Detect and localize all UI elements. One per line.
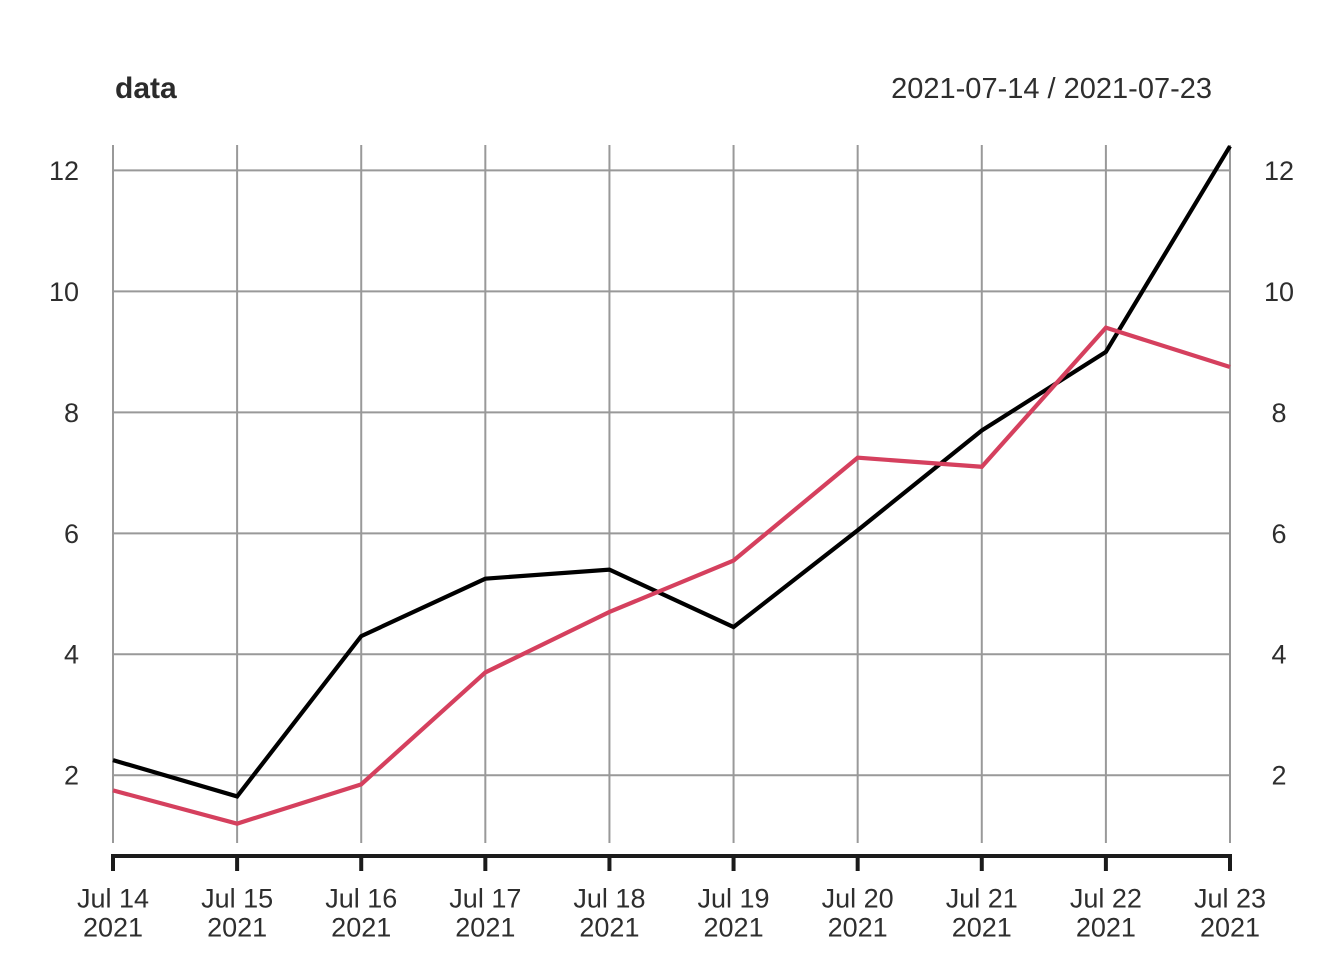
plot-area[interactable]: [113, 145, 1230, 843]
x-tick-label-month-day: Jul 20: [822, 883, 894, 913]
y-tick-label-right: 4: [1271, 640, 1286, 670]
x-tick-label-year: 2021: [83, 912, 143, 942]
x-tick-label-month-day: Jul 17: [449, 883, 521, 913]
date-range-label: 2021-07-14 / 2021-07-23: [891, 73, 1212, 105]
x-tick-label-month-day: Jul 18: [573, 883, 645, 913]
chart-title: data: [115, 72, 177, 105]
x-tick-label-year: 2021: [1200, 912, 1260, 942]
y-tick-label-right: 12: [1264, 156, 1294, 186]
series-black-line: [112, 145, 1232, 799]
y-tick-label-right: 8: [1271, 398, 1286, 428]
x-tick-label-month-day: Jul 23: [1194, 883, 1266, 913]
y-tick-label-left: 12: [49, 156, 79, 186]
x-tick-label-month-day: Jul 14: [77, 883, 149, 913]
x-tick-label-month-day: Jul 15: [201, 883, 273, 913]
x-tick-label-month-day: Jul 22: [1070, 883, 1142, 913]
x-tick-label-year: 2021: [828, 912, 888, 942]
x-tick-label-year: 2021: [207, 912, 267, 942]
y-tick-label-left: 4: [64, 640, 79, 670]
x-tick-label-month-day: Jul 21: [946, 883, 1018, 913]
y-tick-label-right: 10: [1264, 277, 1294, 307]
y-tick-label-left: 2: [64, 761, 79, 791]
y-tick-label-left: 6: [64, 519, 79, 549]
series-red-line: [112, 325, 1231, 826]
x-tick-label-year: 2021: [1076, 912, 1136, 942]
x-tick-label-month-day: Jul 16: [325, 883, 397, 913]
x-tick-label-year: 2021: [952, 912, 1012, 942]
y-tick-label-right: 6: [1271, 519, 1286, 549]
x-tick-label-month-day: Jul 19: [698, 883, 770, 913]
x-tick-label-year: 2021: [704, 912, 764, 942]
y-tick-label-right: 2: [1271, 761, 1286, 791]
x-tick-label-year: 2021: [331, 912, 391, 942]
x-tick-label-year: 2021: [455, 912, 515, 942]
y-tick-label-left: 8: [64, 398, 79, 428]
x-tick-label-year: 2021: [579, 912, 639, 942]
y-tick-label-left: 10: [49, 277, 79, 307]
